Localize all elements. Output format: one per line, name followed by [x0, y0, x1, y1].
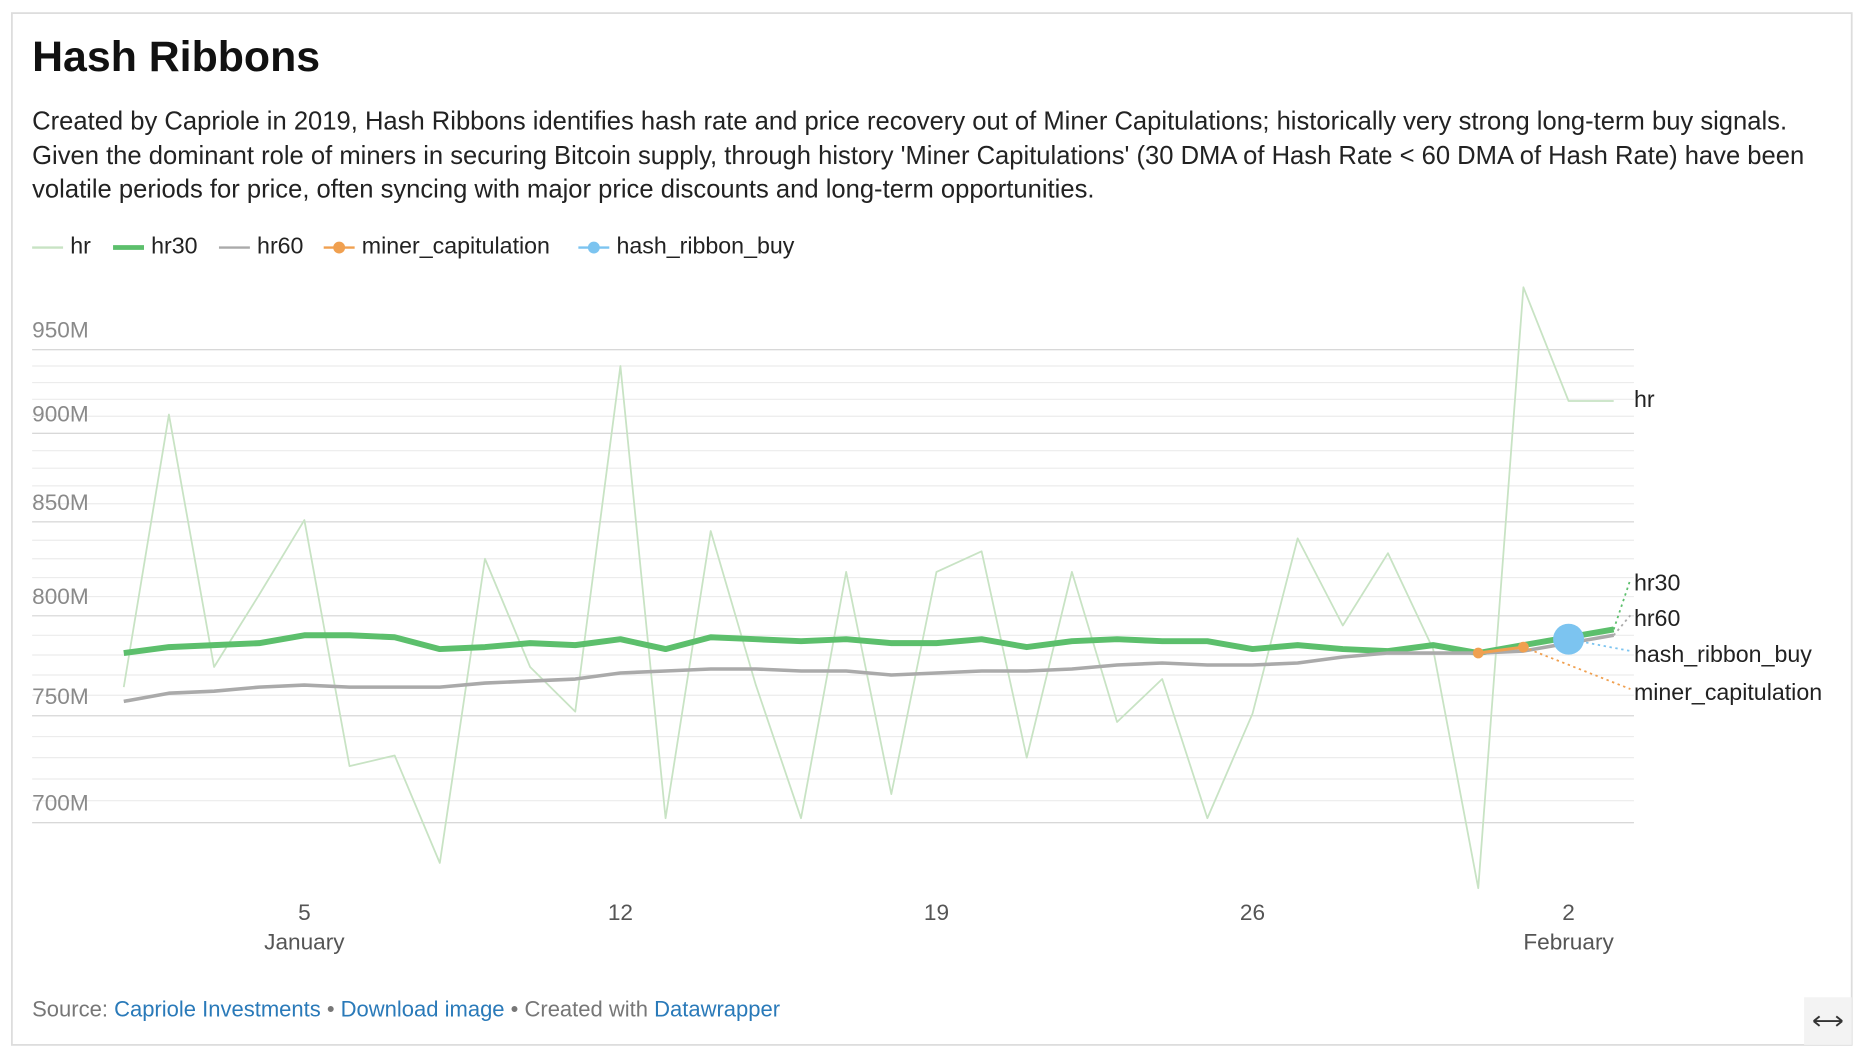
series-hr [122, 286, 1614, 890]
series-label: hr60 [1634, 605, 1680, 631]
subtitle-box: Created by Capriole in 2019, Hash Ribbon… [32, 107, 1805, 204]
expand-button[interactable] [1804, 997, 1852, 1045]
label-leader [1523, 646, 1631, 690]
footer-source-label: Source: [32, 996, 108, 1021]
line [123, 633, 1615, 704]
label-leader [1613, 614, 1632, 636]
separator: • [505, 996, 525, 1021]
separator: • [321, 996, 341, 1021]
x-tick-label: 2 [1562, 900, 1575, 925]
y-tick-label: 800M [32, 584, 89, 609]
expand-icon[interactable] [1813, 1015, 1843, 1027]
legend-dot [333, 241, 346, 254]
legend-label: hash_ribbon_buy [616, 233, 794, 259]
line [123, 626, 1615, 657]
legend-label: miner_capitulation [362, 233, 550, 259]
legend-label: hr60 [257, 233, 303, 259]
x-tick-sublabel: January [264, 930, 345, 955]
series-hr30 [123, 626, 1615, 657]
x-tick-label: 19 [924, 900, 949, 925]
x-tick-sublabel: February [1523, 930, 1614, 955]
series-label: hash_ribbon_buy [1634, 641, 1812, 667]
x-tick-label: 12 [608, 900, 633, 925]
label-leader [1612, 579, 1632, 630]
legend-label: hr [70, 233, 91, 259]
series-hr60 [123, 633, 1615, 704]
y-tick-label: 950M [32, 318, 89, 343]
y-tick-label: 700M [32, 791, 89, 816]
legend-label: hr30 [151, 233, 197, 259]
download-link[interactable]: Download image [341, 996, 505, 1021]
chart-subtitle: Created by Capriole in 2019, Hash Ribbon… [32, 107, 1805, 204]
y-tick-label: 750M [32, 684, 89, 709]
y-tick-label: 850M [32, 490, 89, 515]
series-label: hr30 [1634, 569, 1680, 595]
y-tick-label: 900M [32, 401, 89, 426]
footer: Source: Capriole Investments • Download … [32, 996, 780, 1021]
series-label: miner_capitulation [1634, 679, 1822, 705]
label-leader [1568, 638, 1631, 652]
line [122, 286, 1614, 890]
legend-dot [587, 241, 600, 254]
series-label: hr [1634, 386, 1655, 412]
chart-title: Hash Ribbons [32, 33, 320, 81]
x-tick-label: 26 [1240, 900, 1265, 925]
frame [11, 12, 1853, 1046]
line [1478, 645, 1524, 655]
x-tick-label: 5 [298, 900, 311, 925]
source-link[interactable]: Capriole Investments [114, 996, 321, 1021]
tool-link[interactable]: Datawrapper [654, 996, 780, 1021]
footer-created: Created with [524, 996, 648, 1021]
point [1472, 647, 1484, 659]
